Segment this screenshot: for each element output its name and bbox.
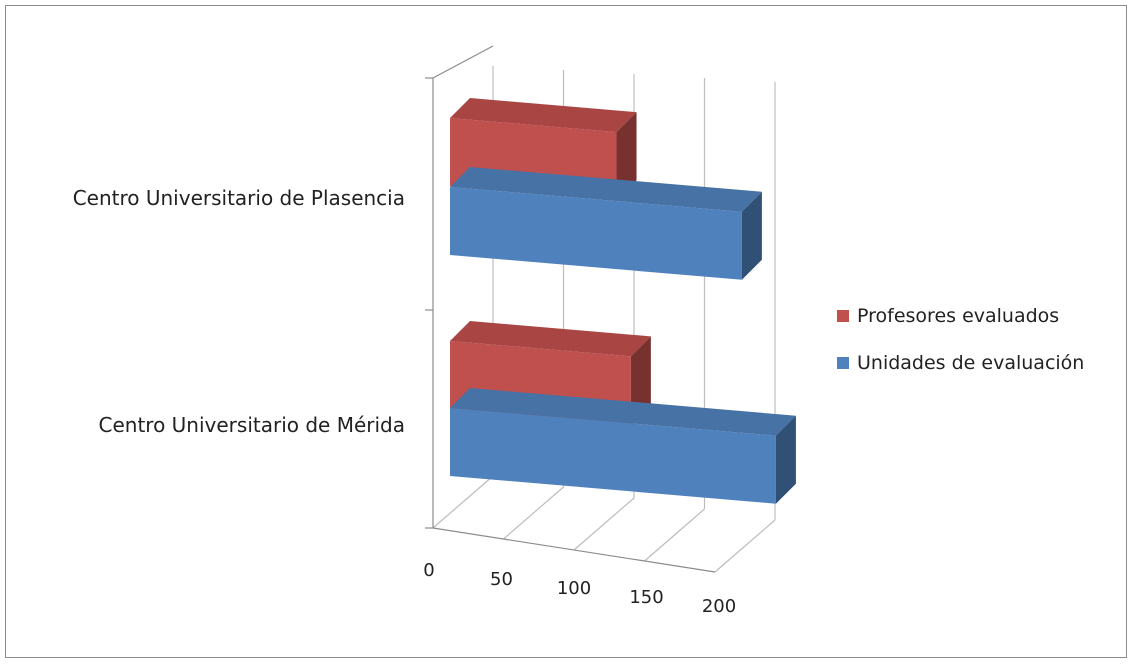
x-tick-label: 150 (629, 587, 663, 608)
bar-top-face (450, 98, 637, 133)
legend: Profesores evaluados Unidades de evaluaci… (837, 305, 1084, 374)
floor-gridline (573, 497, 635, 551)
bar-top-face (450, 388, 796, 436)
side-wall-top-edge (432, 45, 494, 79)
category-label: Centro Universitario de Mérida (99, 413, 406, 437)
bar-end-face (616, 112, 637, 201)
legend-swatch (837, 357, 849, 369)
x-tick-label: 0 (423, 560, 434, 581)
floor-gridline (714, 519, 776, 573)
x-tick-label: 50 (490, 569, 513, 590)
bar-front-face (450, 408, 776, 504)
x-tick-label: 100 (557, 578, 591, 599)
floor-gridline (503, 486, 564, 540)
legend-label: Unidades de evaluación (857, 352, 1084, 374)
bar-end-face (741, 191, 762, 280)
bar-top-face (450, 167, 762, 212)
category-label: Centro Universitario de Plasencia (73, 186, 405, 210)
bar-end-face (775, 415, 796, 504)
bar-front-face (450, 187, 742, 280)
x-tick-label: 200 (702, 596, 736, 617)
bars-layer (450, 98, 796, 504)
legend-swatch (837, 310, 849, 322)
floor-gridline (644, 508, 705, 562)
labels-layer: 0 50 100 150 200 Centro Universitario de Plas… (73, 186, 736, 617)
floor-gridline (432, 475, 494, 529)
bar-top-face (450, 321, 651, 357)
floor-front-edge (432, 527, 716, 573)
legend-label: Profesores evaluados (857, 305, 1059, 327)
